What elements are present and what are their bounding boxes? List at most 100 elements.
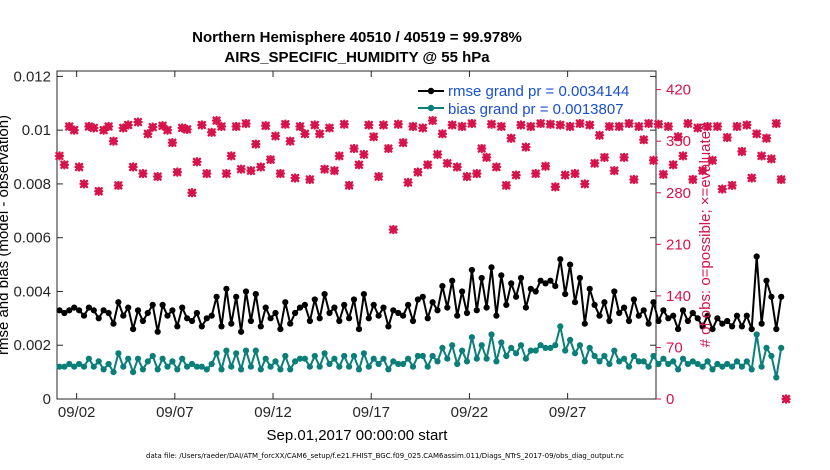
bias-point [439,344,446,351]
rmse-point [463,309,471,317]
bias-point [247,363,254,370]
obs-count-marker [54,151,65,161]
rmse-point [498,272,505,279]
bias-point [346,363,353,370]
bias-point [753,331,760,338]
obs-count-marker [108,136,119,146]
obs-count-marker [265,154,276,165]
bias-point [208,360,215,368]
rmse-point [139,317,146,325]
rmse-point [439,283,446,290]
obs-count-marker [314,129,325,139]
obs-count-marker [447,120,457,130]
obs-count-marker [84,121,94,132]
bias-point [120,363,127,370]
bias-point [743,358,750,365]
bias-point [655,360,662,368]
x-axis-ticks: 09/02 09/07 09/12 09/17 09/22 09/27 [58,71,586,421]
rmse-point [729,323,736,330]
obs-count-marker [172,167,182,177]
bias-point [125,355,132,362]
rmse-point [395,309,402,317]
obs-count-marker [781,394,791,404]
rmse-point [174,323,181,330]
bias-point [360,350,367,357]
obs-count-marker [246,165,256,176]
rmse-point [552,283,559,290]
y2-tick-label: 420 [666,82,691,99]
obs-count-marker [658,169,669,180]
rmse-point [380,304,387,311]
obs-count-marker [368,132,379,142]
bias-point [95,358,102,365]
bias-point [773,374,780,381]
bias-point [459,347,466,354]
bias-point [562,347,569,354]
obs-count-marker [589,158,600,168]
bias-point [645,363,652,370]
obs-count-marker [506,133,516,143]
bias-point [134,355,142,362]
bias-point [527,347,534,354]
rmse-point [773,326,780,333]
bias-point [665,360,672,368]
rmse-point [743,312,750,319]
rmse-point [95,315,102,322]
rmse-point [120,312,127,319]
obs-count-marker [732,121,742,132]
rmse-point [753,253,760,260]
obs-count-marker [673,132,683,142]
obs-count-marker [89,123,99,133]
bias-point [287,366,294,373]
rmse-point [71,304,78,311]
obs-count-marker [305,174,315,185]
bias-point [748,366,755,373]
legend-bias-marker [427,104,435,112]
rmse-point [679,307,687,314]
bias-point [429,352,436,360]
obs-count-marker [619,152,629,163]
rmse-point [414,296,421,303]
obs-count-marker [501,180,511,191]
bias-point [282,352,289,360]
obs-count-marker [206,127,217,138]
bias-point [468,334,475,341]
rmse-point [198,323,205,330]
x-tick-label: 09/12 [254,404,292,421]
rmse-point [567,261,574,268]
bias-point [724,360,731,368]
obs-count-marker [79,179,89,189]
rmse-point [164,312,171,319]
bias-point [213,350,220,357]
bias-point [434,358,441,365]
obs-count-marker [580,179,590,189]
obs-count-marker [226,151,236,161]
rmse-point [326,309,333,317]
rmse-point [601,299,608,306]
rmse-point [562,291,569,298]
obs-count-marker [270,131,281,141]
obs-count-marker [555,120,565,130]
bias-point [473,355,480,362]
obs-count-marker [152,171,163,182]
obs-count-marker [211,115,222,126]
obs-count-marker [535,118,546,129]
bias-point [115,350,122,357]
bias-point [635,358,642,365]
bias-point [61,363,68,370]
bias-point [714,360,721,368]
rmse-point [238,328,245,335]
obs-count-marker [128,162,138,172]
y-axis-ticks: 0 0.002 0.004 0.006 0.008 0.01 0.012 [13,68,656,408]
rmse-point [179,304,186,311]
obs-count-marker [688,174,698,185]
rmse-point [709,326,716,333]
bias-point [355,366,363,373]
bias-point [719,363,726,370]
rmse-point [80,312,88,319]
rmse-point [169,307,176,314]
obs-count-marker [177,123,187,133]
rmse-point [306,317,313,325]
bias-point [105,360,112,368]
bias-point [144,358,151,365]
